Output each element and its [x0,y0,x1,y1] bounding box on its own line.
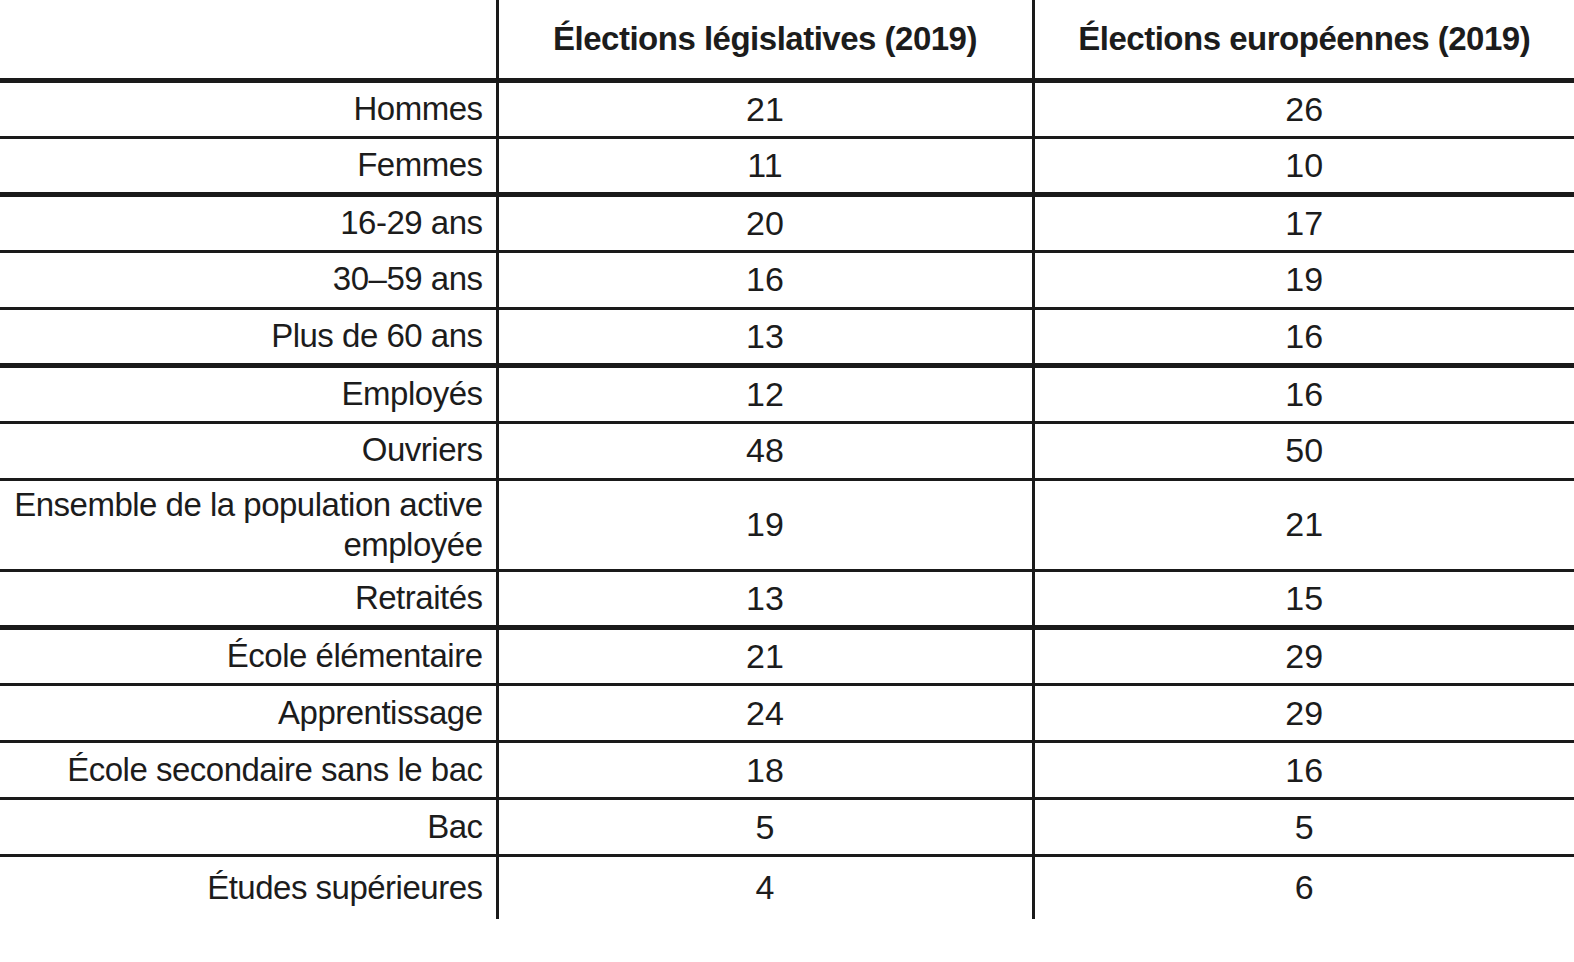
value-legislatives: 5 [497,799,1033,856]
header-legislatives: Élections législatives (2019) [497,0,1033,80]
row-label: Retraités [0,571,497,628]
table-header: Élections législatives (2019) Élections … [0,0,1574,80]
row-label: Études supérieures [0,856,497,919]
table-row: Ensemble de la population active employé… [0,479,1574,571]
table-row: 16-29 ans2017 [0,194,1574,251]
value-europeennes: 19 [1033,251,1574,308]
value-legislatives: 24 [497,685,1033,742]
value-europeennes: 21 [1033,479,1574,571]
value-legislatives: 4 [497,856,1033,919]
header-row: Élections législatives (2019) Élections … [0,0,1574,80]
table-row: Employés1216 [0,365,1574,422]
row-label: Apprentissage [0,685,497,742]
row-label: 16-29 ans [0,194,497,251]
value-legislatives: 18 [497,742,1033,799]
table-body: Hommes2126Femmes111016-29 ans201730–59 a… [0,80,1574,919]
row-label: Bac [0,799,497,856]
row-label: École élémentaire [0,628,497,685]
value-legislatives: 21 [497,628,1033,685]
value-europeennes: 26 [1033,80,1574,137]
value-legislatives: 11 [497,137,1033,194]
table-row: Hommes2126 [0,80,1574,137]
row-label: École secondaire sans le bac [0,742,497,799]
table-row: Retraités1315 [0,571,1574,628]
value-europeennes: 5 [1033,799,1574,856]
row-label: Femmes [0,137,497,194]
value-europeennes: 6 [1033,856,1574,919]
value-europeennes: 29 [1033,685,1574,742]
value-legislatives: 13 [497,308,1033,365]
table-row: Ouvriers4850 [0,422,1574,479]
table-row: École secondaire sans le bac1816 [0,742,1574,799]
row-label: Plus de 60 ans [0,308,497,365]
value-europeennes: 15 [1033,571,1574,628]
table-row: Apprentissage2429 [0,685,1574,742]
header-europeennes: Élections européennes (2019) [1033,0,1574,80]
value-europeennes: 10 [1033,137,1574,194]
row-label: Ensemble de la population active employé… [0,479,497,571]
value-europeennes: 16 [1033,742,1574,799]
table-row: Femmes1110 [0,137,1574,194]
table-row: Plus de 60 ans1316 [0,308,1574,365]
value-legislatives: 13 [497,571,1033,628]
value-europeennes: 50 [1033,422,1574,479]
row-label: Ouvriers [0,422,497,479]
table-row: École élémentaire2129 [0,628,1574,685]
value-europeennes: 29 [1033,628,1574,685]
row-label: Employés [0,365,497,422]
value-europeennes: 16 [1033,308,1574,365]
header-corner-cell [0,0,497,80]
table-row: 30–59 ans1619 [0,251,1574,308]
value-legislatives: 20 [497,194,1033,251]
value-legislatives: 12 [497,365,1033,422]
value-legislatives: 21 [497,80,1033,137]
table-row: Études supérieures46 [0,856,1574,919]
value-europeennes: 17 [1033,194,1574,251]
table-row: Bac55 [0,799,1574,856]
value-legislatives: 16 [497,251,1033,308]
row-label: Hommes [0,80,497,137]
row-label: 30–59 ans [0,251,497,308]
value-europeennes: 16 [1033,365,1574,422]
results-table: Élections législatives (2019) Élections … [0,0,1574,919]
value-legislatives: 19 [497,479,1033,571]
value-legislatives: 48 [497,422,1033,479]
